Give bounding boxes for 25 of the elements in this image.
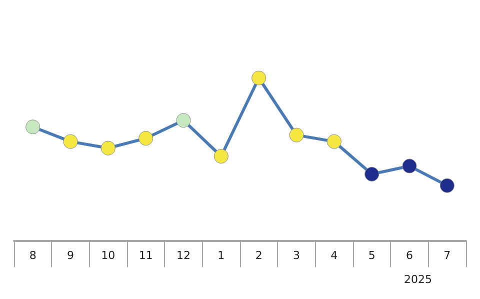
- point: [26, 120, 40, 134]
- point: [214, 148, 228, 164]
- point: [176, 113, 191, 128]
- text: 2025: [404, 273, 432, 286]
- x-tick-label: 1: [218, 249, 225, 262]
- point: [326, 134, 342, 149]
- point: [440, 178, 454, 193]
- x-tick-label: 2: [255, 249, 262, 262]
- point: [402, 158, 417, 174]
- x-tick-label: 10: [101, 249, 116, 262]
- point: [252, 70, 266, 86]
- point: [138, 131, 154, 146]
- x-tick-label: 11: [138, 249, 153, 262]
- x-tick-label: 8: [29, 249, 36, 262]
- x-tick-label: 5: [368, 249, 376, 262]
- x-tick-label: 9: [67, 249, 74, 262]
- point: [364, 166, 380, 182]
- point: [100, 140, 116, 156]
- point: [289, 128, 304, 142]
- x-tick-label: 4: [330, 249, 338, 262]
- x-tick-label: 6: [406, 249, 413, 262]
- point: [63, 134, 78, 149]
- x-tick-label: 3: [293, 249, 300, 262]
- x-tick-label: 12: [176, 249, 190, 262]
- x-tick-label: 7: [444, 249, 451, 262]
